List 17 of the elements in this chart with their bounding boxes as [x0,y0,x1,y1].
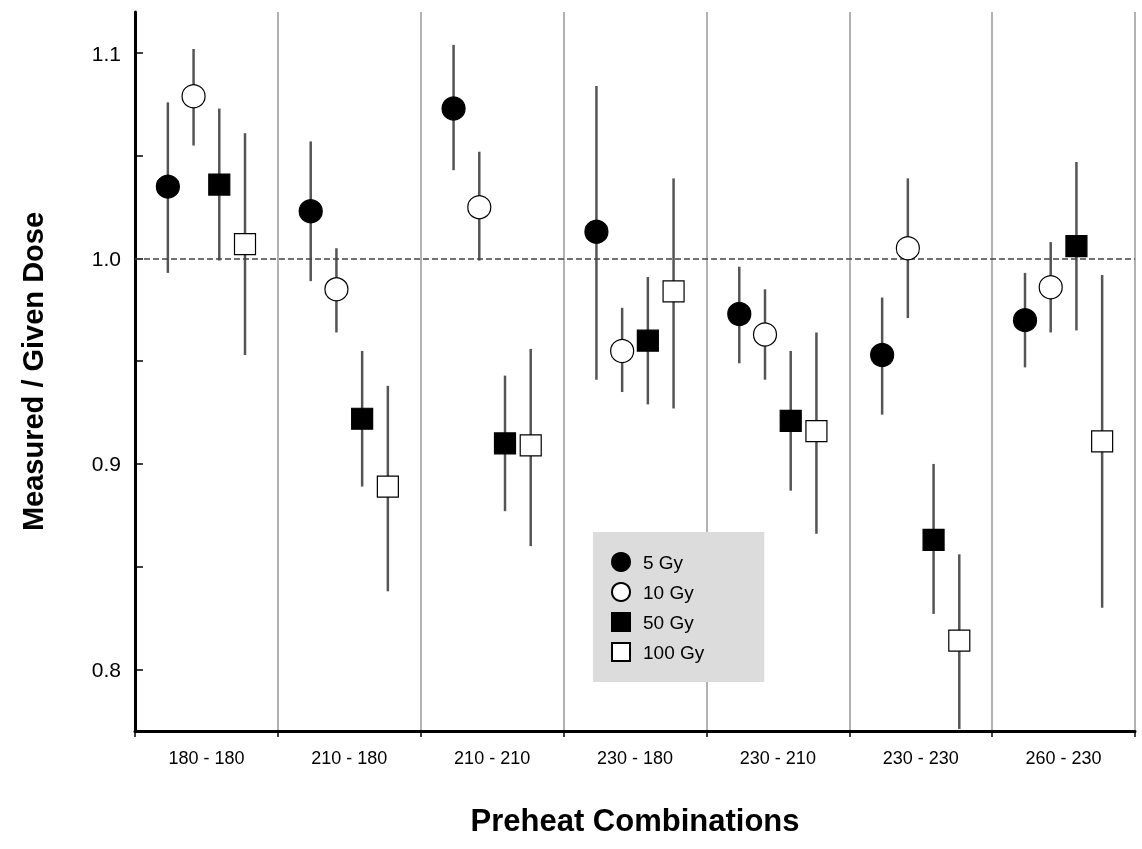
x-tick-label: 180 - 180 [168,748,245,768]
x-axis-title: Preheat Combinations [470,803,800,838]
x-tick-label: 260 - 230 [1025,748,1102,768]
x-tick-label: 210 - 180 [311,748,388,768]
legend-label: 50 Gy [643,611,695,633]
y-tick-label: 1.1 [91,41,121,65]
legend-label: 100 Gy [643,641,705,663]
y-tick-label: 1.0 [91,247,121,271]
x-tick-label: 230 - 180 [596,748,674,768]
x-tick-label: 230 - 210 [739,748,816,768]
y-axis-title: Measured / Given Dose [16,211,49,532]
x-tick-label: 230 - 230 [882,748,959,768]
x-tick-label: 210 - 210 [454,748,531,768]
y-tick-label: 0.9 [91,452,121,476]
legend-label: 10 Gy [643,581,695,603]
legend-label: 5 Gy [643,551,684,573]
y-tick-label: 0.8 [91,657,121,681]
